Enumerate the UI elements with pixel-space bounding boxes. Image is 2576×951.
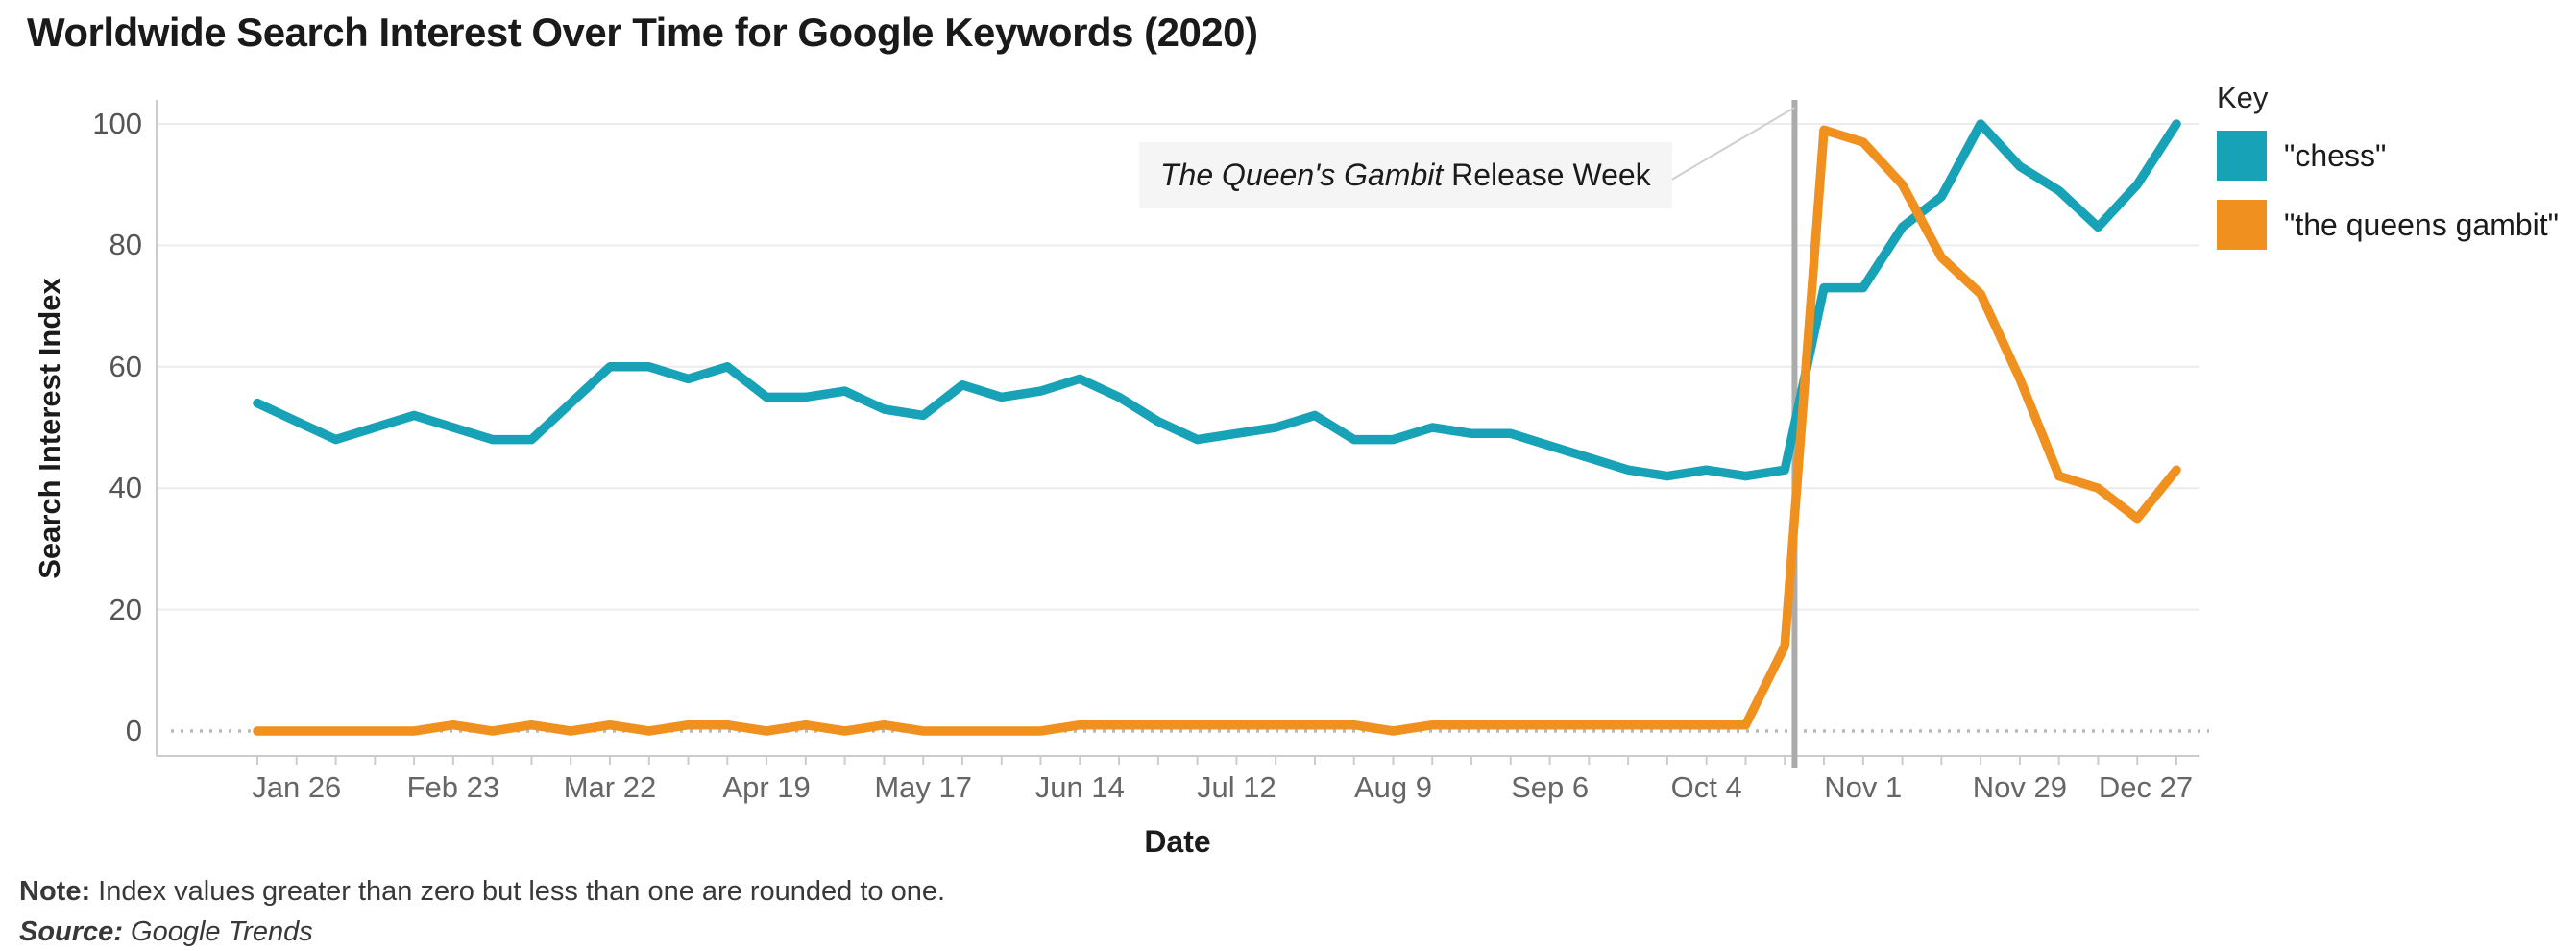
x-tick-label: Nov 1 [1824,770,1903,804]
legend-title: Key [2217,81,2269,114]
legend: Key "chess" "the queens gambit" [2217,81,2559,269]
annotation-release-week: The Queen's Gambit Release Week [1139,142,1672,208]
annotation-title-italic: The Queen's Gambit [1160,158,1444,192]
y-tick-label-20: 20 [109,592,142,626]
legend-label: "chess" [2284,137,2387,173]
x-axis-title: Date [1144,824,1211,859]
legend-label: "the queens gambit" [2284,207,2560,242]
page-title: Worldwide Search Interest Over Time for … [27,10,1258,55]
y-tick-label-40: 40 [109,471,142,505]
annotation-title-rest: Release Week [1443,158,1651,192]
x-tick-label: Nov 29 [1972,770,2067,804]
x-tick-label: Oct 4 [1670,770,1742,804]
x-tick-label: May 17 [874,770,972,804]
x-tick-label: Apr 19 [722,770,811,804]
y-tick-label-0: 0 [125,714,142,747]
source-label: Source: [19,916,123,947]
x-tick-label: Feb 23 [406,770,500,804]
series-line-chess [253,119,2181,481]
footnote-text: Index values greater than zero but less … [90,876,946,907]
x-tick-label: Jul 12 [1197,770,1276,804]
y-tick-label-80: 80 [109,228,142,262]
legend-swatch-icon [2217,131,2267,181]
source-line: Source: Google Trends [19,916,945,948]
chart-footer: Note: Index values greater than zero but… [19,876,945,948]
y-tick-label-100: 100 [92,107,142,140]
x-tick-label: Mar 22 [563,770,657,804]
series-line-queens-gambit [253,125,2181,736]
y-tick-label-60: 60 [109,349,142,383]
x-tick-label: Jun 14 [1034,770,1125,804]
legend-items: "chess" "the queens gambit" [2217,131,2559,250]
x-tick-label: Jan 26 [252,770,342,804]
source-text: Google Trends [122,916,313,947]
x-tick-label: Dec 27 [2098,770,2194,804]
legend-item-chess: "chess" [2217,131,2559,181]
x-tick-label: Aug 9 [1353,770,1432,804]
footnote: Note: Index values greater than zero but… [19,876,945,908]
footnote-label: Note: [19,876,91,907]
x-tick-label: Sep 6 [1511,770,1590,804]
annotation-connector [1656,107,1795,189]
legend-item-queens-gambit: "the queens gambit" [2217,200,2559,250]
legend-swatch-icon [2217,200,2267,250]
